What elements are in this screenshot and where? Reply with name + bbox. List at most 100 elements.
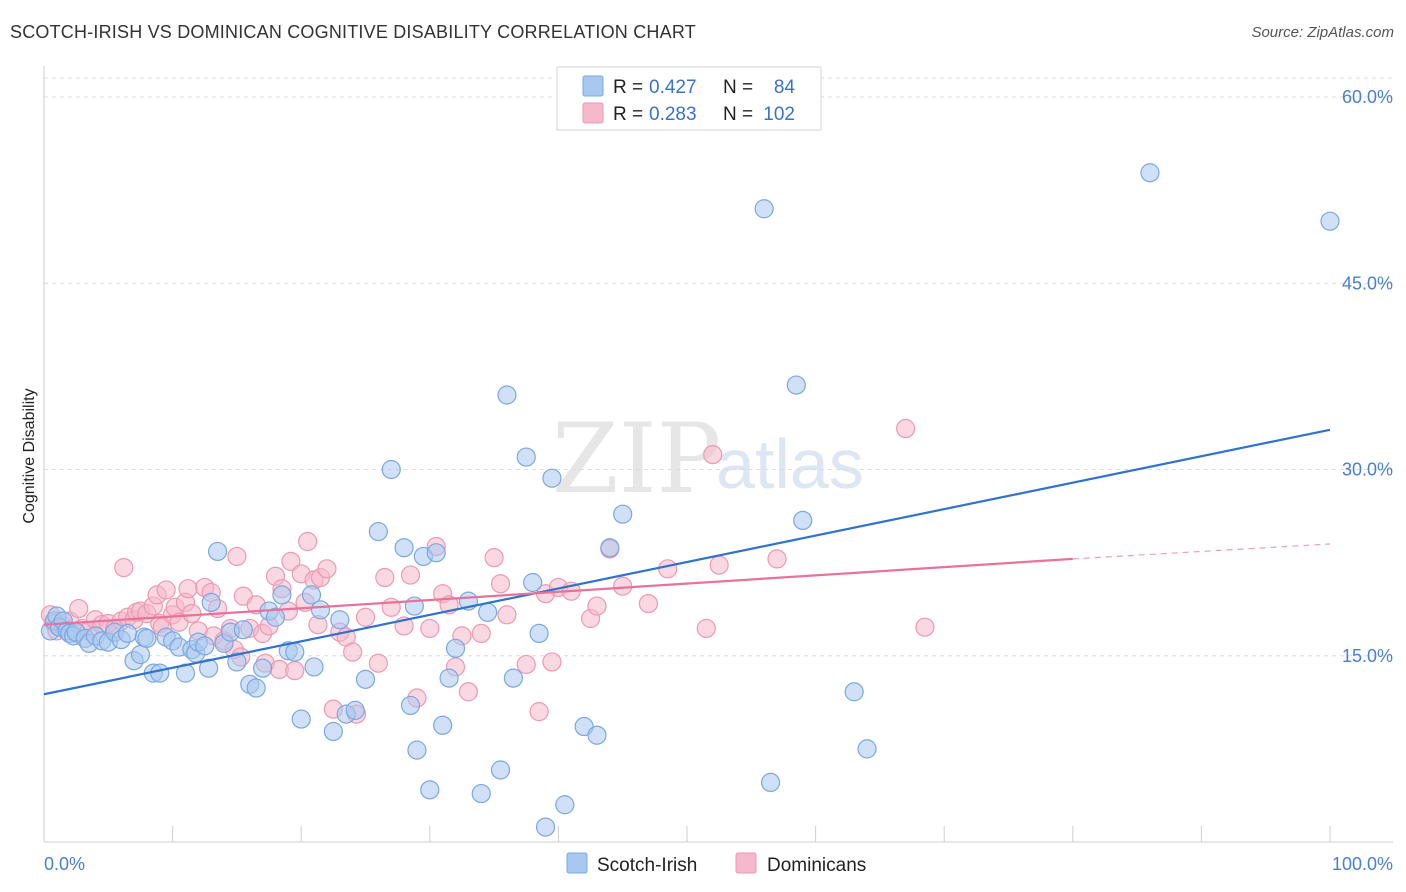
- scotch-irish-point: [137, 628, 157, 648]
- scotch-irish-point: [529, 623, 549, 644]
- scotch-irish-point: [117, 623, 138, 644]
- dominicans-point: [400, 565, 421, 585]
- y-tick-labels: 15.0% 30.0% 45.0% 60.0%: [1342, 87, 1393, 666]
- legend: R = 0.427 N = 84 R = 0.283 N = 102: [556, 66, 822, 131]
- scotch-irish-point: [285, 642, 305, 662]
- scotch-irish-point: [310, 600, 331, 620]
- dominicans-point: [658, 559, 678, 579]
- scotch-irish-point: [199, 658, 219, 678]
- x-tick-label-max: 100.0%: [1332, 854, 1393, 874]
- dominicans-trend-line: [43, 557, 1073, 626]
- scotch-irish-point: [478, 602, 498, 622]
- scotch-irish-point: [400, 695, 421, 716]
- scotch-irish-point: [844, 682, 864, 702]
- legend-n-label-1: N =: [723, 77, 753, 98]
- scotch-irish-point: [555, 795, 575, 815]
- y-tick-label: 30.0%: [1342, 460, 1393, 480]
- scotch-irish-point: [542, 468, 562, 488]
- scotch-irish-point: [208, 541, 228, 562]
- dominicans-point: [703, 445, 723, 465]
- dominicans-point: [497, 605, 517, 625]
- legend-r-value-1: 0.427: [649, 77, 697, 98]
- x-tick-labels: 0.0% 100.0%: [44, 854, 1393, 874]
- scotch-irish-point: [368, 521, 388, 542]
- scotch-irish-point: [1140, 163, 1160, 183]
- scotch-irish-point: [754, 199, 774, 219]
- dominicans-point: [178, 579, 198, 599]
- scotch-irish-point: [786, 375, 806, 395]
- scotch-irish-point: [587, 725, 607, 745]
- scotch-irish-point: [345, 700, 365, 720]
- dominicans-point: [317, 559, 337, 579]
- legend-n-value-2: 102: [763, 104, 795, 125]
- scotch-irish-point: [246, 678, 266, 698]
- y-tick-label: 60.0%: [1342, 87, 1393, 107]
- bottom-legend: Scotch-Irish Dominicans: [566, 852, 866, 876]
- scotch-irish-point: [420, 780, 440, 800]
- scotch-irish-point: [330, 610, 350, 630]
- y-axis-label: Cognitive Disability: [21, 388, 38, 523]
- dominicans-point: [281, 551, 301, 571]
- scotch-irish-point: [793, 510, 813, 531]
- watermark-atlas: atlas: [716, 425, 864, 503]
- scotch-irish-point: [503, 668, 523, 688]
- dominicans-point: [484, 548, 504, 568]
- legend-swatch-scotch-irish: [582, 75, 604, 97]
- scotch-irish-point: [433, 715, 453, 735]
- dominicans-point: [638, 593, 659, 614]
- dominicans-point: [227, 546, 247, 567]
- scotch-irish-point: [227, 652, 247, 672]
- dominicans-point: [915, 617, 935, 637]
- scotch-irish-point: [407, 740, 427, 760]
- dominicans-point: [343, 642, 363, 662]
- scotch-irish-point: [130, 644, 151, 665]
- scotch-irish-point: [381, 459, 401, 480]
- dominicans-point: [542, 652, 562, 672]
- dominicans-point: [767, 549, 787, 569]
- scotch-irish-point: [304, 657, 324, 677]
- bottom-legend-label-scotch-irish: Scotch-Irish: [597, 855, 697, 876]
- scotch-irish-point: [394, 538, 414, 558]
- dominicans-point: [458, 682, 478, 702]
- legend-r-value-2: 0.283: [649, 104, 697, 125]
- scotch-irish-point: [233, 620, 253, 640]
- scotch-irish-point: [760, 772, 781, 793]
- source-label: Source: ZipAtlas.com: [1251, 24, 1394, 41]
- dominicans-trend-extension: [1072, 543, 1331, 560]
- scotch-irish-point: [253, 658, 273, 678]
- y-tick-label: 45.0%: [1342, 273, 1393, 293]
- legend-n-label-2: N =: [723, 104, 753, 125]
- dominicans-point: [529, 702, 549, 722]
- dominicans-point: [182, 603, 202, 624]
- scotch-irish-point: [613, 504, 633, 524]
- x-tick-label-min: 0.0%: [44, 854, 85, 874]
- scotch-irish-point: [516, 447, 536, 467]
- dominicans-point: [696, 618, 716, 639]
- axes: [43, 66, 1393, 843]
- chart-title: SCOTCH-IRISH VS DOMINICAN COGNITIVE DISA…: [10, 22, 696, 42]
- scotch-irish-point: [301, 585, 322, 605]
- scotch-irish-point: [600, 538, 620, 558]
- bottom-legend-swatch-scotch-irish: [566, 852, 588, 874]
- y-tick-label: 15.0%: [1342, 646, 1393, 666]
- scotch-irish-point: [323, 721, 343, 742]
- scotch-irish-point: [195, 636, 215, 656]
- scotch-irish-point: [439, 668, 459, 688]
- legend-r-label-2: R =: [613, 104, 643, 125]
- scotch-irish-point: [272, 585, 292, 605]
- scotch-irish-points: [40, 163, 1340, 837]
- dominicans-point: [587, 596, 607, 616]
- legend-swatch-dominicans: [582, 102, 604, 124]
- dominicans-point: [709, 555, 729, 575]
- scotch-irish-point: [355, 669, 376, 689]
- scotch-irish-point: [497, 385, 517, 405]
- scotch-irish-point: [291, 709, 311, 729]
- scotch-irish-point: [857, 739, 877, 759]
- dominicans-point: [298, 531, 318, 552]
- dominicans-point: [355, 607, 376, 627]
- scotch-irish-trend-line: [43, 428, 1331, 696]
- dominicans-point: [490, 574, 511, 594]
- dominicans-point: [896, 418, 916, 439]
- dominicans-point: [368, 653, 388, 673]
